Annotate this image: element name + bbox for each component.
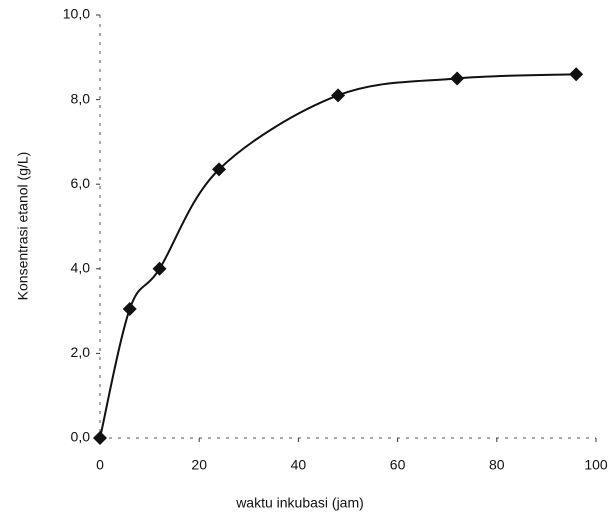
marker — [450, 71, 465, 86]
y-tick-label: 8,0 — [71, 90, 91, 106]
y-tick-label: 4,0 — [71, 260, 91, 276]
marker — [152, 261, 167, 276]
x-tick-label: 80 — [489, 457, 505, 473]
y-tick-label: 6,0 — [71, 175, 91, 191]
marker — [93, 431, 107, 445]
x-tick-label: 20 — [191, 457, 207, 473]
y-tick-label: 0,0 — [71, 429, 91, 445]
marker — [569, 67, 584, 82]
x-tick-label: 100 — [584, 457, 608, 473]
data-line — [99, 73, 577, 439]
marker — [122, 301, 137, 316]
x-axis-label: waktu inkubasi (jam) — [235, 495, 364, 511]
y-axis-label: Konsentrasi etanol (g/L) — [15, 152, 31, 301]
y-tick-label: 2,0 — [71, 344, 91, 360]
x-tick-label: 60 — [390, 457, 406, 473]
x-tick-label: 0 — [96, 457, 104, 473]
marker — [212, 162, 227, 177]
x-tick-label: 40 — [291, 457, 307, 473]
marker — [331, 88, 346, 103]
y-tick-label: 10,0 — [63, 6, 90, 22]
